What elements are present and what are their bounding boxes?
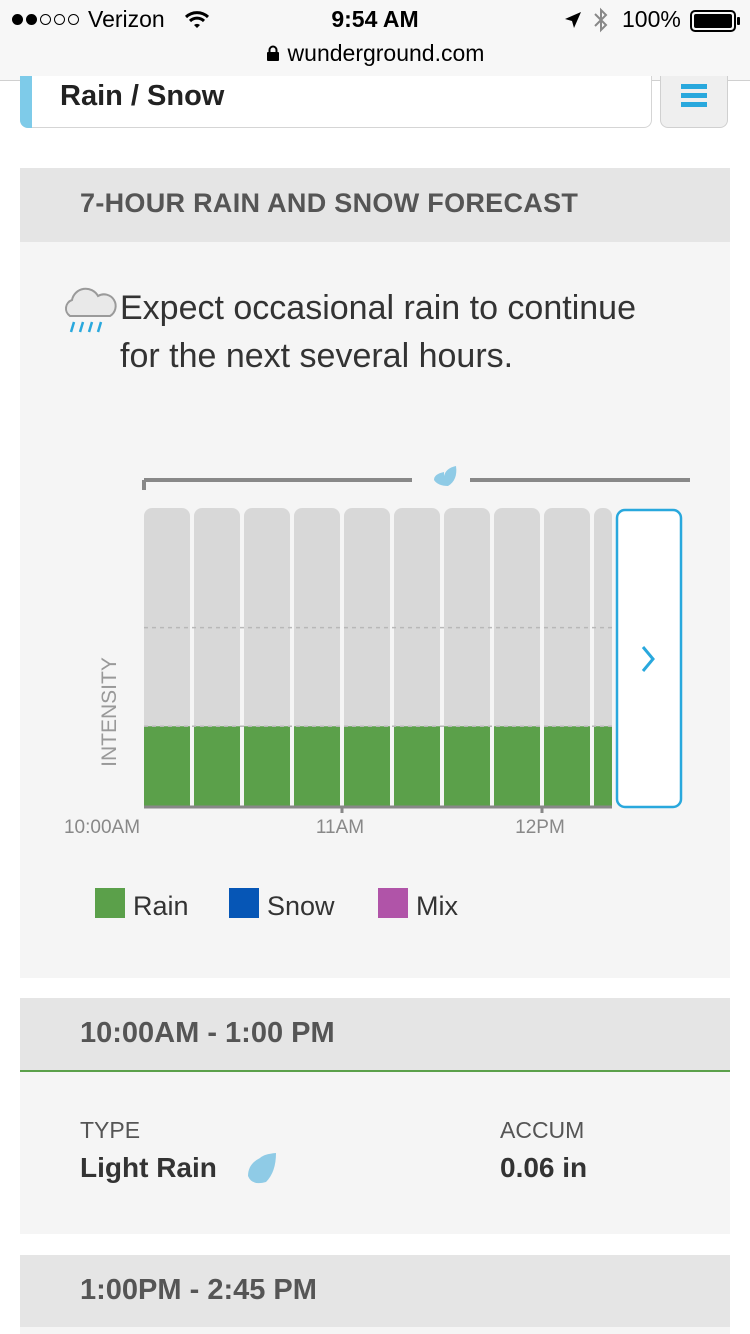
wifi-icon xyxy=(184,11,210,28)
x-tick-label: 12PM xyxy=(515,817,565,838)
bluetooth-icon xyxy=(594,7,608,33)
raindrop-icon xyxy=(248,1153,276,1184)
signal-dot-icon xyxy=(40,14,51,25)
status-time: 9:54 AM xyxy=(331,6,419,32)
rain-bar xyxy=(144,726,190,807)
address-bar[interactable]: wunderground.com xyxy=(0,40,750,67)
rain-bar xyxy=(194,726,240,807)
signal-dot-icon xyxy=(68,14,79,25)
x-tick-label: 10:00AM xyxy=(64,817,140,838)
hamburger-icon xyxy=(681,84,707,107)
type-label: TYPE xyxy=(80,1117,141,1143)
rain-bar xyxy=(544,726,590,807)
period-time-range: 1:00PM - 2:45 PM xyxy=(80,1274,317,1306)
intensity-chart: INTENSITY 10:00AM 11AM 12PM xyxy=(64,466,690,838)
legend-label-mix: Mix xyxy=(416,891,458,921)
signal-dot-icon xyxy=(54,14,65,25)
carrier-name: Verizon xyxy=(88,6,165,32)
rain-cloud-icon xyxy=(65,287,117,333)
x-tick-label: 11AM xyxy=(316,817,364,838)
forecast-card-header xyxy=(20,168,730,242)
rain-bar xyxy=(294,726,340,807)
period-time-range: 10:00AM - 1:00 PM xyxy=(80,1017,335,1049)
carrier-signal: Verizon xyxy=(12,6,165,33)
signal-dot-icon xyxy=(12,14,23,25)
url-text: wunderground.com xyxy=(287,40,485,66)
signal-dot-icon xyxy=(26,14,37,25)
period-card-header xyxy=(20,998,730,1072)
lock-icon xyxy=(266,45,279,61)
menu-button[interactable] xyxy=(660,76,728,128)
rain-bar xyxy=(494,726,540,807)
forecast-summary: Expect occasional rain to continue for t… xyxy=(120,289,636,375)
rain-bar xyxy=(444,726,490,807)
legend-label-rain: Rain xyxy=(133,891,189,921)
legend-swatch-snow xyxy=(229,888,259,918)
chevron-right-icon xyxy=(641,646,655,672)
select-accent xyxy=(20,76,32,128)
y-axis-label: INTENSITY xyxy=(98,657,121,767)
accum-value: 0.06 in xyxy=(500,1152,588,1183)
raindrop-icon xyxy=(434,466,457,486)
rain-bar xyxy=(394,726,440,807)
battery-percent: 100% xyxy=(622,6,681,32)
forecast-title: 7-HOUR RAIN AND SNOW FORECAST xyxy=(80,188,579,218)
layer-select-label: Rain / Snow xyxy=(60,80,225,112)
legend-swatch-mix xyxy=(378,888,408,918)
period-card-header xyxy=(20,1255,730,1327)
battery-icon xyxy=(690,10,740,32)
legend-label-snow: Snow xyxy=(267,891,335,921)
accum-label: ACCUM xyxy=(500,1117,585,1143)
type-value: Light Rain xyxy=(80,1152,217,1183)
rain-bar xyxy=(344,726,390,807)
rain-bar xyxy=(244,726,290,807)
chart-next-button[interactable] xyxy=(615,508,683,809)
layer-select[interactable] xyxy=(20,76,652,128)
location-arrow-icon xyxy=(565,12,581,28)
legend-swatch-rain xyxy=(95,888,125,918)
rain-bar xyxy=(594,726,612,807)
